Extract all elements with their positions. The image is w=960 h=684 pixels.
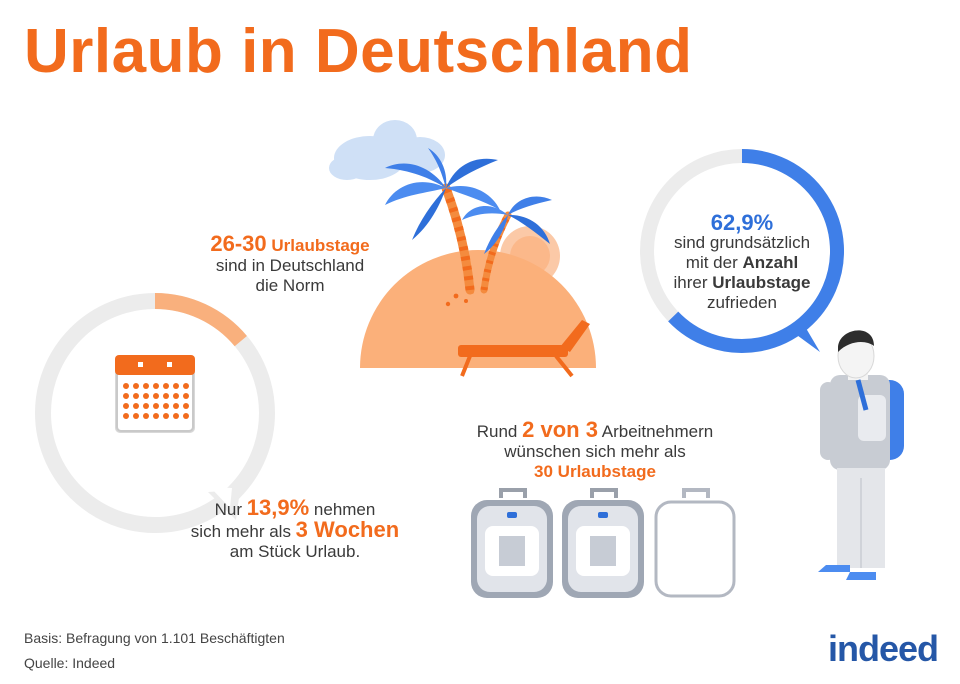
sunbed-icon <box>458 320 590 378</box>
footer-basis: Basis: Befragung von 1.101 Beschäftigten <box>24 630 285 646</box>
calendar-day-dot <box>133 413 139 419</box>
satisfaction-line3a: ihrer <box>673 273 708 292</box>
satisfaction-line2a: mit der <box>685 253 738 272</box>
calendar-day-dot <box>153 413 159 419</box>
calendar-day-dot <box>143 383 149 389</box>
workers-rest: Arbeitnehmern <box>601 422 714 441</box>
weeks-ring-track <box>35 293 275 533</box>
workers-line3: 30 Urlaubstage <box>534 462 656 481</box>
calendar-day-dot <box>123 393 129 399</box>
weeks-line3: am Stück Urlaub. <box>229 542 361 561</box>
calendar-day-dot <box>133 403 139 409</box>
calendar-day-dot <box>153 393 159 399</box>
satisfaction-line3b: Urlaubstage <box>712 273 811 292</box>
calendar-day-dot <box>173 383 179 389</box>
satisfaction-line4: zufrieden <box>707 293 777 312</box>
satisfaction-line2b: Anzahl <box>742 253 799 272</box>
weeks-ring-value <box>154 293 247 347</box>
satisfaction-percent: 62,9% <box>710 210 774 235</box>
calendar-day-dot <box>183 403 189 409</box>
calendar-day-dot <box>153 403 159 409</box>
calendar-day-dot <box>153 383 159 389</box>
calendar-day-dot <box>143 413 149 419</box>
calendar-day-dot <box>143 393 149 399</box>
calendar-day-dot <box>173 403 179 409</box>
calendar-day-dot <box>133 393 139 399</box>
calendar-day-dot <box>123 403 129 409</box>
backpack-icon <box>471 488 553 598</box>
page-title: Urlaub in Deutschland <box>24 17 693 86</box>
norm-line3: die Norm <box>255 276 325 295</box>
calendar-day-dot <box>183 413 189 419</box>
indeed-logo[interactable]: indeed <box>828 628 939 669</box>
calendar-day-dot <box>173 393 179 399</box>
calendar-day-dot <box>123 383 129 389</box>
calendar-day-dot <box>163 393 169 399</box>
satisfaction-bubble-tail <box>790 318 820 352</box>
calendar-day-dot <box>163 383 169 389</box>
calendar-day-dot <box>123 413 129 419</box>
satisfaction-statement: 62,9% sind grundsätzlich mit der Anzahl … <box>647 210 837 313</box>
satisfaction-line1: sind grundsätzlich <box>673 233 811 252</box>
palm-tree-icon <box>385 148 552 295</box>
footer-source: Quelle: Indeed <box>24 655 116 671</box>
workers-prefix: Rund <box>476 422 518 441</box>
workers-line2: wünschen sich mehr als <box>504 442 686 461</box>
calendar-day-dot <box>163 413 169 419</box>
island-icon <box>360 250 596 368</box>
norm-line2: sind in Deutschland <box>215 256 365 275</box>
calendar-day-dot <box>183 383 189 389</box>
calendar-day-dot <box>173 413 179 419</box>
workers-statement: Rund 2 von 3 Arbeitnehmern wünschen sich… <box>440 417 750 482</box>
weeks-statement: Nur 13,9% nehmen sich mehr als 3 Wochen … <box>170 495 420 562</box>
sun-icon <box>500 226 560 286</box>
backpack-icon <box>562 488 644 598</box>
calendar-day-dot <box>183 393 189 399</box>
calendar-day-dot <box>133 383 139 389</box>
weeks-mid: nehmen <box>313 500 376 519</box>
weeks-prefix: Nur <box>214 500 243 519</box>
norm-unit: Urlaubstage <box>271 236 370 255</box>
weeks-percent: 13,9% <box>246 495 310 520</box>
cloud-icon <box>329 120 445 180</box>
backpack-outline-icon <box>654 488 736 598</box>
norm-range: 26-30 <box>210 231 267 256</box>
weeks-line2a: sich mehr als <box>190 522 291 541</box>
calendar-day-dot <box>163 403 169 409</box>
calendar-day-dot <box>143 403 149 409</box>
weeks-line2b: 3 Wochen <box>295 517 400 542</box>
workers-ratio: 2 von 3 <box>522 417 598 442</box>
calendar-icon <box>115 355 195 433</box>
norm-statement: 26-30 Urlaubstage sind in Deutschland di… <box>190 231 390 296</box>
